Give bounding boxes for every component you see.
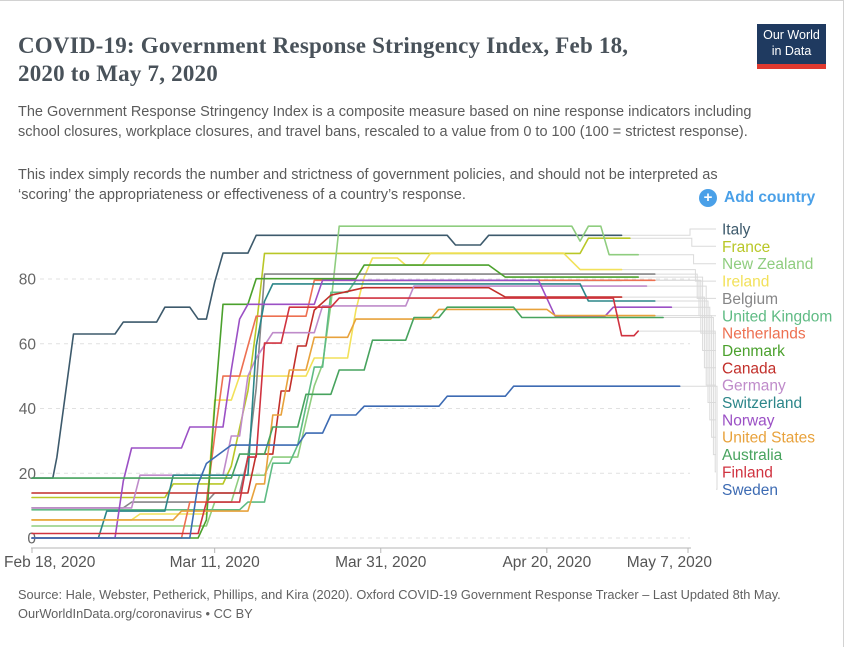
add-country-label: Add country — [724, 189, 816, 206]
chart-subtitle: The Government Response Stringency Index… — [18, 103, 752, 140]
legend-label-united-kingdom[interactable]: United Kingdom — [722, 308, 832, 325]
legend-label-finland[interactable]: Finland — [722, 464, 773, 481]
legend-connector-italy — [621, 228, 716, 236]
legend-label-norway[interactable]: Norway — [722, 412, 775, 429]
legend-connector-new-zealand — [638, 254, 716, 265]
legend-connector-sweden — [679, 385, 718, 490]
series-line-new-zealand — [31, 225, 640, 527]
x-axis-label-0: Feb 18, 2020 — [4, 554, 96, 571]
plus-icon: + — [699, 189, 717, 207]
series-line-germany — [31, 285, 648, 509]
legend-label-canada[interactable]: Canada — [722, 360, 777, 377]
legend-label-netherlands[interactable]: Netherlands — [722, 326, 806, 343]
add-country-button[interactable]: + Add country — [699, 189, 815, 207]
logo-line2: in Data — [771, 44, 812, 59]
legend-connector-norway — [671, 306, 716, 421]
legend-label-sweden[interactable]: Sweden — [722, 482, 778, 499]
legend-label-belgium[interactable]: Belgium — [722, 291, 778, 308]
chart-note: This index simply records the number and… — [18, 166, 718, 203]
series-line-norway — [31, 279, 673, 539]
legend-label-denmark[interactable]: Denmark — [722, 343, 785, 360]
owid-logo[interactable]: Our World in Data — [757, 24, 826, 69]
logo-line1: Our World — [763, 28, 820, 42]
x-axis-label-1: Mar 11, 2020 — [170, 554, 261, 571]
source-text: Source: Hale, Webster, Petherick, Philli… — [18, 587, 781, 602]
logo-red-bar — [757, 64, 826, 69]
y-axis-label-40: 40 — [19, 401, 37, 418]
legend-connector-finland — [638, 330, 716, 473]
legend-label-ireland[interactable]: Ireland — [722, 274, 769, 291]
y-axis-label-0: 0 — [27, 531, 36, 548]
legend-connector-ireland — [621, 269, 716, 282]
series-line-denmark — [31, 264, 640, 539]
legend-connector-france — [629, 237, 716, 247]
y-axis-label-60: 60 — [19, 336, 37, 353]
legend-label-united-states[interactable]: United States — [722, 430, 815, 447]
x-axis-label-2: Mar 31, 2020 — [335, 554, 427, 571]
footer-link[interactable]: OurWorldInData.org/coronavirus • CC BY — [18, 605, 253, 621]
y-axis-label-20: 20 — [19, 466, 37, 483]
series-line-united-states — [31, 308, 656, 521]
x-axis-label-4: May 7, 2020 — [627, 554, 713, 571]
legend-label-australia[interactable]: Australia — [722, 447, 783, 464]
legend-label-germany[interactable]: Germany — [722, 378, 786, 395]
series-line-italy — [31, 234, 623, 479]
series-line-finland — [31, 297, 640, 535]
series-line-canada — [31, 286, 623, 494]
legend-label-new-zealand[interactable]: New Zealand — [722, 256, 813, 273]
series-line-australia — [31, 306, 664, 479]
legend-label-switzerland[interactable]: Switzerland — [722, 395, 802, 412]
legend-label-france[interactable]: France — [722, 239, 770, 256]
series-line-netherlands — [31, 279, 656, 539]
series-line-sweden — [31, 385, 681, 539]
legend-label-italy[interactable]: Italy — [722, 222, 751, 239]
x-axis-label-3: Apr 20, 2020 — [502, 554, 591, 571]
legend-connector-united-states — [654, 315, 716, 438]
y-axis-label-80: 80 — [19, 272, 37, 289]
page-title: COVID-19: Government Response Stringency… — [18, 33, 629, 87]
series-line-switzerland — [31, 283, 656, 539]
footer: Source: Hale, Webster, Petherick, Philli… — [18, 586, 788, 623]
